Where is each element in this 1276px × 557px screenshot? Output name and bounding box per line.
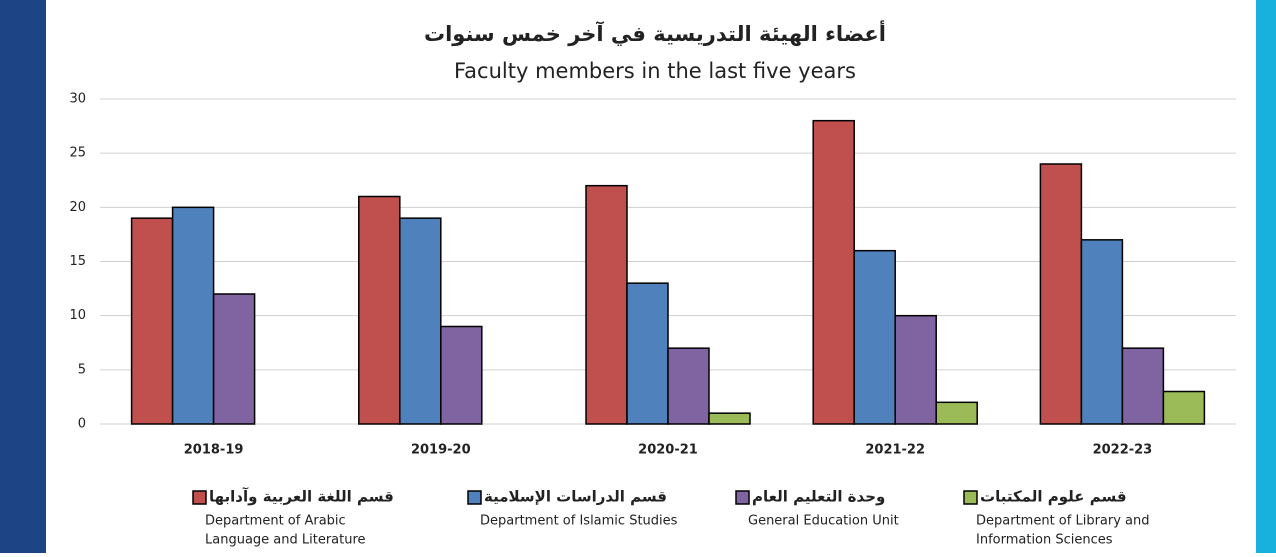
bar [667, 347, 710, 425]
bar [812, 119, 855, 425]
legend-label-en: Department of Islamic Studies [480, 514, 678, 529]
legend-label-en: Department of Library and [976, 514, 1150, 529]
legend-swatch [735, 490, 750, 505]
bar [935, 401, 978, 425]
bar [853, 249, 896, 425]
chart-subtitle: Faculty members in the last five years [454, 59, 856, 83]
chart-title: أعضاء الهيئة التدريسية في آخر خمس سنوات [424, 19, 886, 46]
x-tick-label: 2021-22 [865, 443, 925, 458]
legend-label-en: Information Sciences [976, 533, 1113, 548]
legend-swatch [192, 490, 207, 505]
legend-swatch [963, 490, 978, 505]
y-tick-label: 20 [69, 200, 86, 215]
x-tick-label: 2018-19 [184, 443, 244, 458]
bar [585, 184, 628, 425]
y-tick-label: 10 [69, 308, 86, 323]
right-band [1256, 0, 1276, 553]
legend-label: وحدة التعليم العام [752, 488, 885, 506]
y-tick-label: 15 [69, 254, 86, 269]
bar [130, 217, 174, 425]
bar [1162, 390, 1206, 425]
bar [171, 206, 215, 425]
y-tick-label: 25 [69, 146, 86, 161]
x-tick-label: 2022-23 [1093, 443, 1153, 458]
legend-label: قسم الدراسات الإسلامية [484, 488, 667, 506]
bar [399, 217, 442, 425]
bar [1039, 163, 1083, 425]
y-tick-label: 5 [78, 362, 86, 377]
bar [1121, 347, 1165, 425]
bar [894, 314, 937, 425]
x-tick-label: 2019-20 [411, 443, 471, 458]
bar [1080, 239, 1124, 425]
y-tick-label: 0 [78, 417, 86, 432]
legend-swatch [467, 490, 482, 505]
legend-label-en: Language and Literature [205, 533, 366, 548]
bar [626, 282, 669, 425]
bar [708, 412, 751, 425]
bar [440, 325, 483, 425]
left-band [0, 0, 46, 553]
legend-label-en: General Education Unit [748, 514, 899, 529]
legend-label: قسم علوم المكتبات [980, 488, 1127, 506]
legend-label: قسم اللغة العربية وآدابها [209, 488, 394, 506]
bar [212, 293, 256, 425]
x-tick-label: 2020-21 [638, 443, 698, 458]
y-tick-label: 30 [69, 92, 86, 107]
legend-label-en: Department of Arabic [205, 514, 346, 529]
bar [358, 195, 401, 425]
